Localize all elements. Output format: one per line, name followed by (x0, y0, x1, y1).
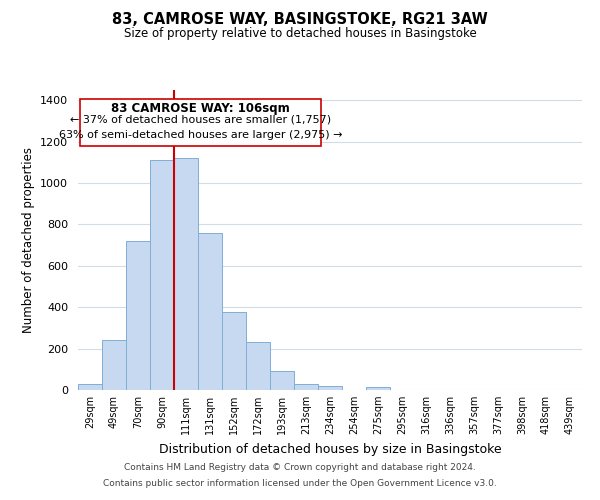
Bar (174, 158, 198, 390)
Bar (294, 384, 318, 390)
Text: ← 37% of detached houses are smaller (1,757): ← 37% of detached houses are smaller (1,… (70, 114, 331, 124)
Bar (102, 340, 126, 390)
Text: Contains public sector information licensed under the Open Government Licence v3: Contains public sector information licen… (103, 478, 497, 488)
Bar (366, 387, 390, 390)
Text: 83 CAMROSE WAY: 106sqm: 83 CAMROSE WAY: 106sqm (111, 102, 290, 115)
Bar (198, 233, 222, 390)
Y-axis label: Number of detached properties: Number of detached properties (22, 147, 35, 333)
Bar (126, 241, 150, 390)
Text: Size of property relative to detached houses in Basingstoke: Size of property relative to detached ho… (124, 28, 476, 40)
Bar (150, 160, 174, 390)
Text: 63% of semi-detached houses are larger (2,975) →: 63% of semi-detached houses are larger (… (59, 130, 342, 140)
Bar (222, 312, 246, 390)
X-axis label: Distribution of detached houses by size in Basingstoke: Distribution of detached houses by size … (158, 442, 502, 456)
Bar (246, 342, 270, 390)
Text: 83, CAMROSE WAY, BASINGSTOKE, RG21 3AW: 83, CAMROSE WAY, BASINGSTOKE, RG21 3AW (112, 12, 488, 28)
FancyBboxPatch shape (80, 99, 320, 146)
Bar (318, 386, 342, 390)
Text: Contains HM Land Registry data © Crown copyright and database right 2024.: Contains HM Land Registry data © Crown c… (124, 464, 476, 472)
Bar (78, 384, 102, 390)
Bar (270, 372, 294, 390)
